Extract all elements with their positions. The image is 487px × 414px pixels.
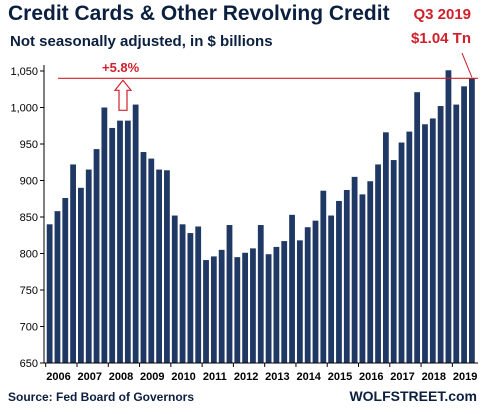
- bar: [93, 149, 100, 363]
- bar: [328, 215, 335, 363]
- x-tick-label: 2015: [328, 371, 352, 383]
- x-tick-label: 2008: [109, 371, 133, 383]
- bar: [351, 176, 358, 363]
- bar: [437, 106, 444, 363]
- x-tick-label: 2006: [46, 371, 70, 383]
- bar: [218, 249, 225, 363]
- bar: [164, 170, 170, 363]
- bar: [375, 164, 381, 363]
- bar: [367, 181, 374, 363]
- bar: [46, 224, 53, 363]
- bar: [78, 187, 84, 363]
- y-tick-label: 900: [20, 176, 38, 188]
- pointer-line: [461, 52, 473, 78]
- bar: [469, 78, 475, 364]
- bar: [179, 224, 186, 363]
- y-axis: 650 700 750 800 850 900 950 1,000 1,050: [10, 65, 45, 370]
- bar: [453, 104, 460, 363]
- bar: [257, 225, 264, 363]
- y-tick-label: 800: [20, 249, 38, 261]
- latest-period-label: Q3 2019: [413, 6, 471, 23]
- x-axis: 2006 2007 2008 2009 2010 2011 2012 2013 2014 2015…: [44, 362, 478, 383]
- source-note: Source: Fed Board of Governors: [8, 390, 195, 404]
- bar: [85, 169, 92, 363]
- brand-label: WOLFSTREET.com: [349, 388, 477, 404]
- bar: [156, 169, 163, 363]
- x-tick-label: 2019: [453, 371, 477, 383]
- bar: [296, 240, 303, 363]
- bar: [148, 158, 155, 363]
- bar: [234, 257, 241, 363]
- bar: [359, 194, 366, 363]
- up-arrow-icon: [113, 79, 133, 111]
- annotations: +5.8%: [58, 52, 478, 111]
- bar: [406, 131, 413, 363]
- bar: [242, 252, 249, 363]
- bar: [203, 260, 209, 363]
- bar: [54, 211, 61, 363]
- chart-subtitle: Not seasonally adjusted, in $ billions: [10, 33, 273, 50]
- bar: [429, 118, 436, 363]
- bar: [304, 227, 311, 363]
- chart-title: Credit Cards & Other Revolving Credit: [8, 2, 390, 25]
- percent-change-label: +5.8%: [102, 60, 140, 75]
- bar: [336, 200, 342, 363]
- bar: [398, 142, 405, 363]
- bar: [171, 215, 178, 363]
- y-tick-label: 850: [20, 212, 38, 224]
- bar: [320, 190, 327, 363]
- bar: [124, 120, 131, 363]
- x-tick-label: 2011: [203, 371, 227, 383]
- x-tick-label: 2016: [359, 371, 383, 383]
- y-tick-label: 700: [20, 322, 38, 334]
- bar: [101, 107, 108, 363]
- x-tick-label: 2013: [265, 371, 289, 383]
- bar: [62, 198, 69, 363]
- x-tick-label: 2007: [78, 371, 102, 383]
- bar: [132, 104, 139, 363]
- x-tick-label: 2010: [171, 371, 195, 383]
- bar: [250, 248, 256, 363]
- bar: [70, 164, 76, 363]
- bar: [289, 214, 295, 363]
- y-tick-label: 1,050: [10, 66, 38, 78]
- bar: [273, 246, 280, 363]
- bar: [312, 220, 319, 363]
- y-tick-label: 650: [20, 358, 38, 370]
- bar: [390, 160, 397, 363]
- bar: [187, 233, 194, 363]
- bar: [422, 124, 428, 363]
- y-tick-label: 750: [20, 285, 38, 297]
- bar: [195, 226, 202, 363]
- latest-value-label: $1.04 Tn: [410, 30, 471, 47]
- bar: [461, 86, 467, 363]
- bar-series: [46, 70, 475, 364]
- x-tick-label: 2014: [296, 371, 321, 383]
- bar: [109, 127, 116, 363]
- bar: [117, 120, 123, 363]
- bar: [445, 70, 452, 364]
- bar: [265, 254, 272, 363]
- bar: [343, 189, 350, 363]
- bar: [140, 152, 147, 363]
- x-tick-label: 2018: [422, 371, 446, 383]
- x-tick-label: 2009: [140, 371, 164, 383]
- bar: [281, 241, 288, 363]
- x-tick-label: 2012: [234, 371, 258, 383]
- bar: [210, 256, 217, 363]
- bar: [382, 132, 389, 363]
- y-tick-label: 1,000: [10, 103, 38, 115]
- y-tick-label: 950: [20, 139, 38, 151]
- bar: [414, 92, 421, 364]
- x-tick-label: 2017: [390, 371, 414, 383]
- bar: [226, 225, 233, 363]
